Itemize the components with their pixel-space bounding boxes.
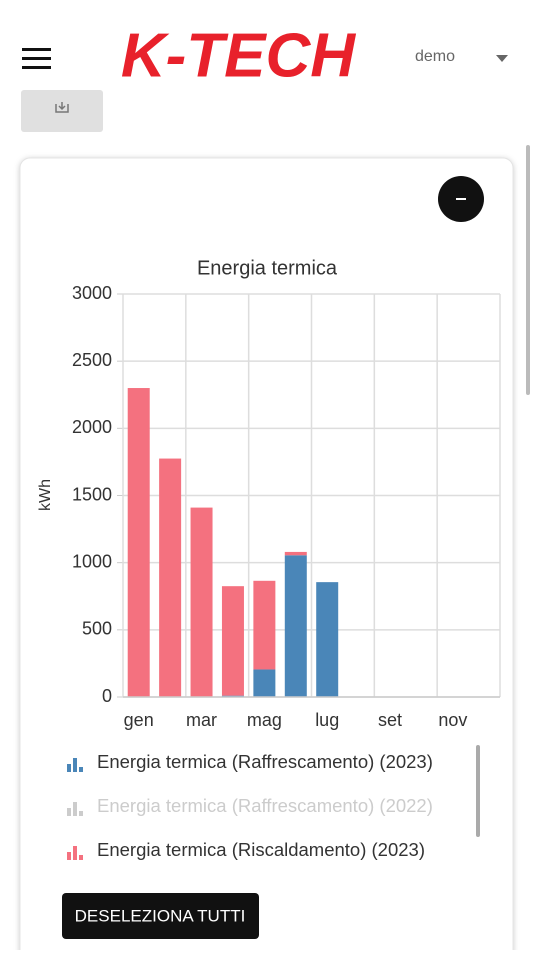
- legend-icon-bar: [73, 758, 77, 772]
- y-tick-label: 3000: [72, 283, 112, 303]
- card: [19, 157, 514, 955]
- legend-icon-bar: [73, 802, 77, 816]
- y-tick-label: 2500: [72, 350, 112, 370]
- y-tick-label: 500: [82, 619, 112, 639]
- x-tick-label: nov: [438, 710, 467, 730]
- x-tick-label: mar: [186, 710, 217, 730]
- dropdown-arrow[interactable]: [496, 55, 508, 62]
- bar: [127, 388, 150, 697]
- bar: [253, 669, 276, 697]
- minus-icon: [456, 198, 466, 200]
- logo: K-TECH: [121, 21, 356, 90]
- deselect-all-button[interactable]: [62, 893, 259, 939]
- bar: [190, 507, 213, 697]
- x-tick-label: set: [378, 710, 402, 730]
- deselect-all-label: DESELEZIONA TUTTI: [75, 906, 246, 925]
- x-tick-label: gen: [124, 710, 154, 730]
- y-tick-label: 1500: [72, 484, 112, 504]
- y-tick-label: 2000: [72, 417, 112, 437]
- chart-title: Energia termica: [197, 257, 338, 279]
- y-axis-label: kWh: [37, 479, 54, 511]
- legend-icon-bar: [73, 846, 77, 860]
- legend-scrollbar: [476, 745, 480, 837]
- plot: 0 500 1000 1500 2000 2500 3000 gen mar mag lug set n…: [72, 283, 501, 730]
- y-tick-label: 0: [102, 686, 112, 706]
- bar: [253, 580, 276, 670]
- x-tick-label: lug: [315, 710, 339, 730]
- bar: [284, 551, 307, 556]
- download-button[interactable]: [21, 90, 103, 132]
- y-tick-label: 1000: [72, 551, 112, 571]
- legend-item[interactable]: Energia termica (Riscaldamento) (2023): [67, 839, 425, 860]
- bar: [284, 555, 307, 697]
- legend-item[interactable]: Energia termica (Raffrescamento) (2023): [67, 751, 433, 772]
- x-tick-label: mag: [247, 710, 282, 730]
- legend: Energia termica (Raffrescamento) (2023) E…: [67, 751, 433, 860]
- bar: [159, 458, 182, 697]
- legend-label: Energia termica (Raffrescamento) (2023): [97, 751, 433, 772]
- scrollbar: [526, 145, 530, 395]
- legend-label: Energia termica (Riscaldamento) (2023): [97, 839, 425, 860]
- legend-icon-bar: [79, 855, 83, 860]
- menu-button[interactable]: [22, 48, 51, 69]
- legend-icon-bar: [67, 764, 71, 772]
- bar: [316, 582, 339, 697]
- user-name[interactable]: demo: [415, 48, 455, 65]
- legend-icon-bar: [79, 811, 83, 816]
- bar: [221, 586, 244, 696]
- legend-label: Energia termica (Raffrescamento) (2022): [97, 795, 433, 816]
- legend-item[interactable]: Energia termica (Raffrescamento) (2022): [67, 795, 433, 816]
- legend-icon-bar: [67, 808, 71, 816]
- legend-icon-bar: [67, 852, 71, 860]
- legend-icon-bar: [79, 767, 83, 772]
- download-icon: [55, 102, 69, 113]
